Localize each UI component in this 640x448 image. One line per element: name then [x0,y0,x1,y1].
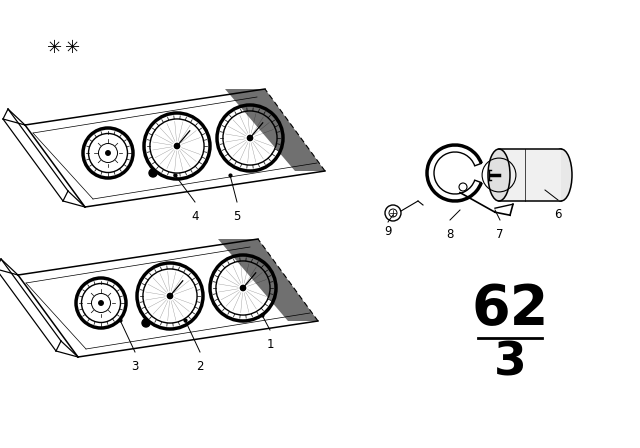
Text: 8: 8 [446,228,454,241]
Circle shape [99,301,103,305]
Polygon shape [225,89,325,171]
Text: 7: 7 [496,228,504,241]
Text: 62: 62 [471,282,548,336]
Circle shape [168,293,173,299]
Text: ✳: ✳ [47,39,63,57]
Circle shape [142,319,150,327]
Text: 6: 6 [554,208,562,221]
Ellipse shape [550,149,572,201]
Text: 4: 4 [191,210,199,223]
Text: 3: 3 [493,340,526,385]
Text: 3: 3 [131,360,139,373]
Circle shape [241,285,246,291]
Circle shape [149,169,157,177]
Polygon shape [499,149,561,201]
Circle shape [248,135,253,141]
Text: 5: 5 [234,210,241,223]
Text: 1: 1 [266,338,274,351]
Text: 9: 9 [384,225,392,238]
Ellipse shape [488,149,510,201]
Circle shape [174,143,180,149]
Text: 2: 2 [196,360,204,373]
Polygon shape [218,239,318,321]
Circle shape [106,151,110,155]
Text: ✳: ✳ [65,39,81,57]
